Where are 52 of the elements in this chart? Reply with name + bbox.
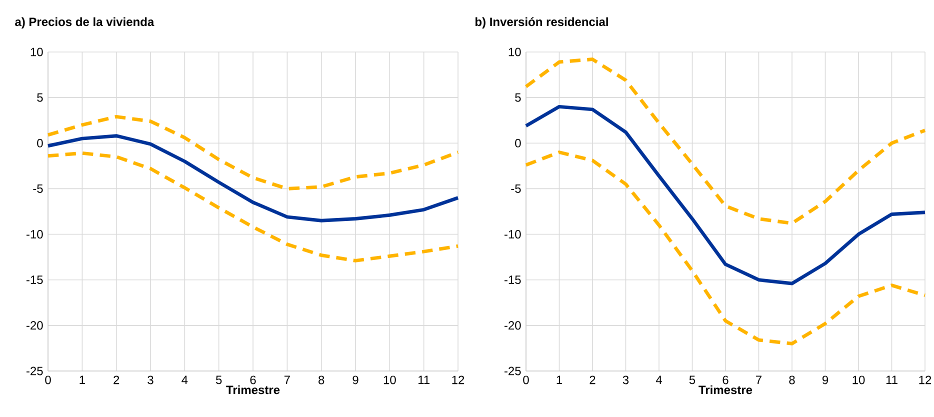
x-tick-label: 10 xyxy=(384,376,396,384)
line-series xyxy=(524,104,927,286)
y-tick-label: -25 xyxy=(26,366,43,376)
line-series xyxy=(46,134,460,222)
y-tick-label: 5 xyxy=(515,93,521,102)
x-axis-title: Trimestre xyxy=(698,385,752,394)
x-tick-label: 1 xyxy=(80,376,85,384)
x-axis-title: Trimestre xyxy=(226,385,280,394)
x-tick-label: 11 xyxy=(886,376,898,384)
x-tick-label: 5 xyxy=(689,376,696,384)
y-tick-label: -20 xyxy=(504,321,521,330)
line-series xyxy=(46,114,460,190)
x-tick-label: 7 xyxy=(756,376,762,384)
x-tick-label: 4 xyxy=(182,376,188,384)
y-tick-label: -5 xyxy=(511,184,521,193)
y-tick-label: -20 xyxy=(26,321,43,330)
y-tick-label: -15 xyxy=(504,276,521,284)
y-tick-label: 10 xyxy=(508,48,521,56)
y-tick-label: -10 xyxy=(26,230,43,239)
y-tick-label: -25 xyxy=(504,366,521,376)
line-series xyxy=(46,151,460,262)
x-tick-label: 9 xyxy=(822,376,828,384)
x-tick-label: 0 xyxy=(523,376,529,384)
x-tick-label: 6 xyxy=(250,376,256,384)
x-tick-label: 1 xyxy=(556,376,562,384)
y-tick-label: 0 xyxy=(37,138,43,148)
x-tick-label: 12 xyxy=(919,376,932,384)
x-tick-label: 8 xyxy=(318,376,324,384)
x-tick-label: 2 xyxy=(590,376,596,384)
line-series xyxy=(524,58,927,226)
chart-title: b) Inversión residencial xyxy=(476,17,608,28)
chart-title: a) Precios de la vivienda xyxy=(15,17,154,28)
y-tick-label: -10 xyxy=(504,230,521,239)
y-tick-label: 10 xyxy=(30,48,43,56)
x-tick-label: 5 xyxy=(216,376,222,384)
y-tick-label: -15 xyxy=(26,276,43,284)
x-tick-label: 11 xyxy=(418,376,430,384)
x-tick-label: 9 xyxy=(352,376,358,384)
x-tick-label: 2 xyxy=(114,376,120,384)
x-tick-label: 4 xyxy=(656,376,662,384)
x-tick-label: 7 xyxy=(284,376,290,384)
y-tick-label: 5 xyxy=(37,93,43,102)
x-tick-label: 6 xyxy=(722,376,728,384)
x-tick-label: 12 xyxy=(452,376,464,384)
x-tick-label: 3 xyxy=(148,376,154,384)
x-tick-label: 10 xyxy=(852,376,865,384)
x-tick-label: 3 xyxy=(622,376,629,384)
y-tick-label: -5 xyxy=(33,184,43,193)
x-tick-label: 8 xyxy=(789,376,795,384)
y-tick-label: 0 xyxy=(515,138,521,148)
line-series xyxy=(524,150,927,346)
x-tick-label: 0 xyxy=(45,376,51,384)
